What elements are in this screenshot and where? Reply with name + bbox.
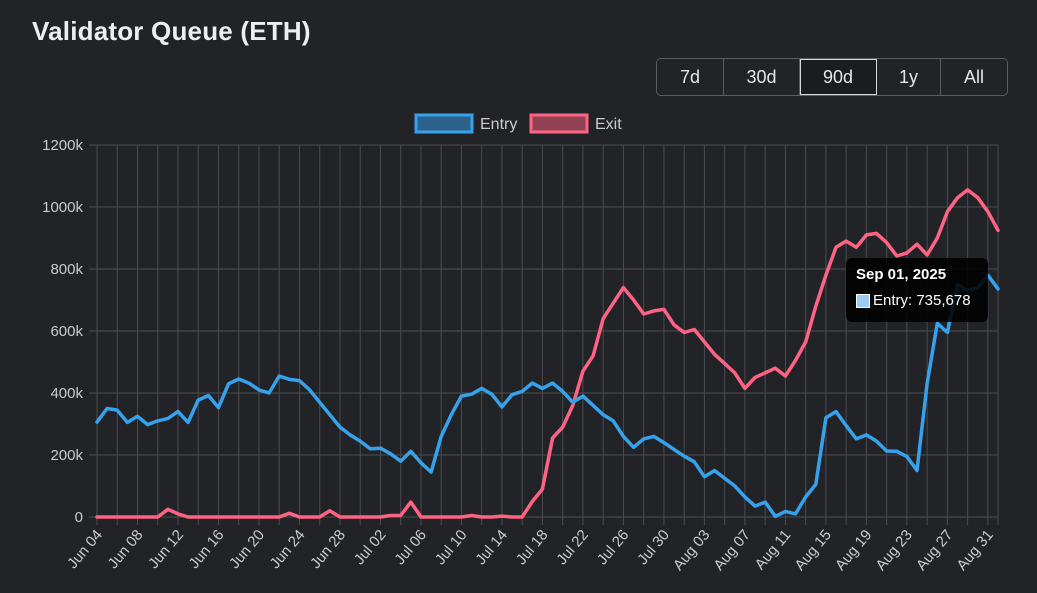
x-tick-label: Jun 08 xyxy=(105,527,147,572)
y-tick-label: 0 xyxy=(75,509,83,526)
tooltip-swatch xyxy=(856,293,870,308)
y-tick-label: 600k xyxy=(50,323,83,340)
range-30d-button[interactable]: 30d xyxy=(724,59,800,95)
tooltip-value: Entry: 735,678 xyxy=(873,292,971,309)
y-tick-label: 1200k xyxy=(42,137,83,154)
time-range-selector: 7d 30d 90d 1y All xyxy=(656,58,1008,96)
chart-tooltip: Sep 01, 2025 Entry: 735,678 xyxy=(846,258,988,322)
legend-label-exit[interactable]: Exit xyxy=(595,116,622,133)
series-line-entry[interactable] xyxy=(95,273,1000,519)
x-tick-label: Jun 24 xyxy=(267,527,309,572)
y-tick-label: 800k xyxy=(50,261,83,278)
x-tick-label: Jul 06 xyxy=(391,527,430,569)
x-tick-label: Jun 16 xyxy=(186,527,228,572)
x-tick-label: Jul 26 xyxy=(594,527,633,569)
x-tick-label: Aug 11 xyxy=(752,527,795,574)
x-tick-label: Jun 20 xyxy=(226,527,268,572)
range-7d-button[interactable]: 7d xyxy=(657,59,724,95)
y-tick-label: 1000k xyxy=(42,199,83,216)
legend-label-entry[interactable]: Entry xyxy=(480,116,517,133)
x-tick-label: Jul 14 xyxy=(472,527,511,569)
y-tick-label: 200k xyxy=(50,447,83,464)
range-90d-button[interactable]: 90d xyxy=(800,59,877,95)
x-tick-label: Jun 12 xyxy=(145,527,187,572)
range-1y-button[interactable]: 1y xyxy=(877,59,941,95)
x-tick-label: Jul 30 xyxy=(634,527,673,569)
x-tick-label: Jul 18 xyxy=(513,527,552,569)
x-tick-label: Aug 15 xyxy=(791,527,835,574)
x-tick-label: Aug 19 xyxy=(832,527,876,574)
legend-swatch-exit[interactable] xyxy=(529,113,589,134)
x-tick-label: Jul 10 xyxy=(432,527,471,569)
x-tick-label: Aug 07 xyxy=(710,527,754,574)
series-line-exit[interactable] xyxy=(95,188,1000,519)
x-tick-label: Jul 02 xyxy=(351,527,390,569)
x-tick-label: Aug 03 xyxy=(670,527,714,574)
tooltip-date: Sep 01, 2025 xyxy=(856,266,947,283)
legend-swatch-entry[interactable] xyxy=(414,113,474,134)
x-tick-label: Jun 04 xyxy=(64,527,106,572)
x-tick-label: Aug 27 xyxy=(913,527,957,574)
y-tick-label: 400k xyxy=(50,385,83,402)
x-tick-label: Jun 28 xyxy=(307,527,349,572)
x-tick-label: Jul 22 xyxy=(553,527,592,569)
x-tick-label: Aug 23 xyxy=(872,527,916,574)
x-tick-label: Aug 31 xyxy=(953,527,997,574)
page-title: Validator Queue (ETH) xyxy=(32,16,311,46)
range-all-button[interactable]: All xyxy=(941,59,1007,95)
